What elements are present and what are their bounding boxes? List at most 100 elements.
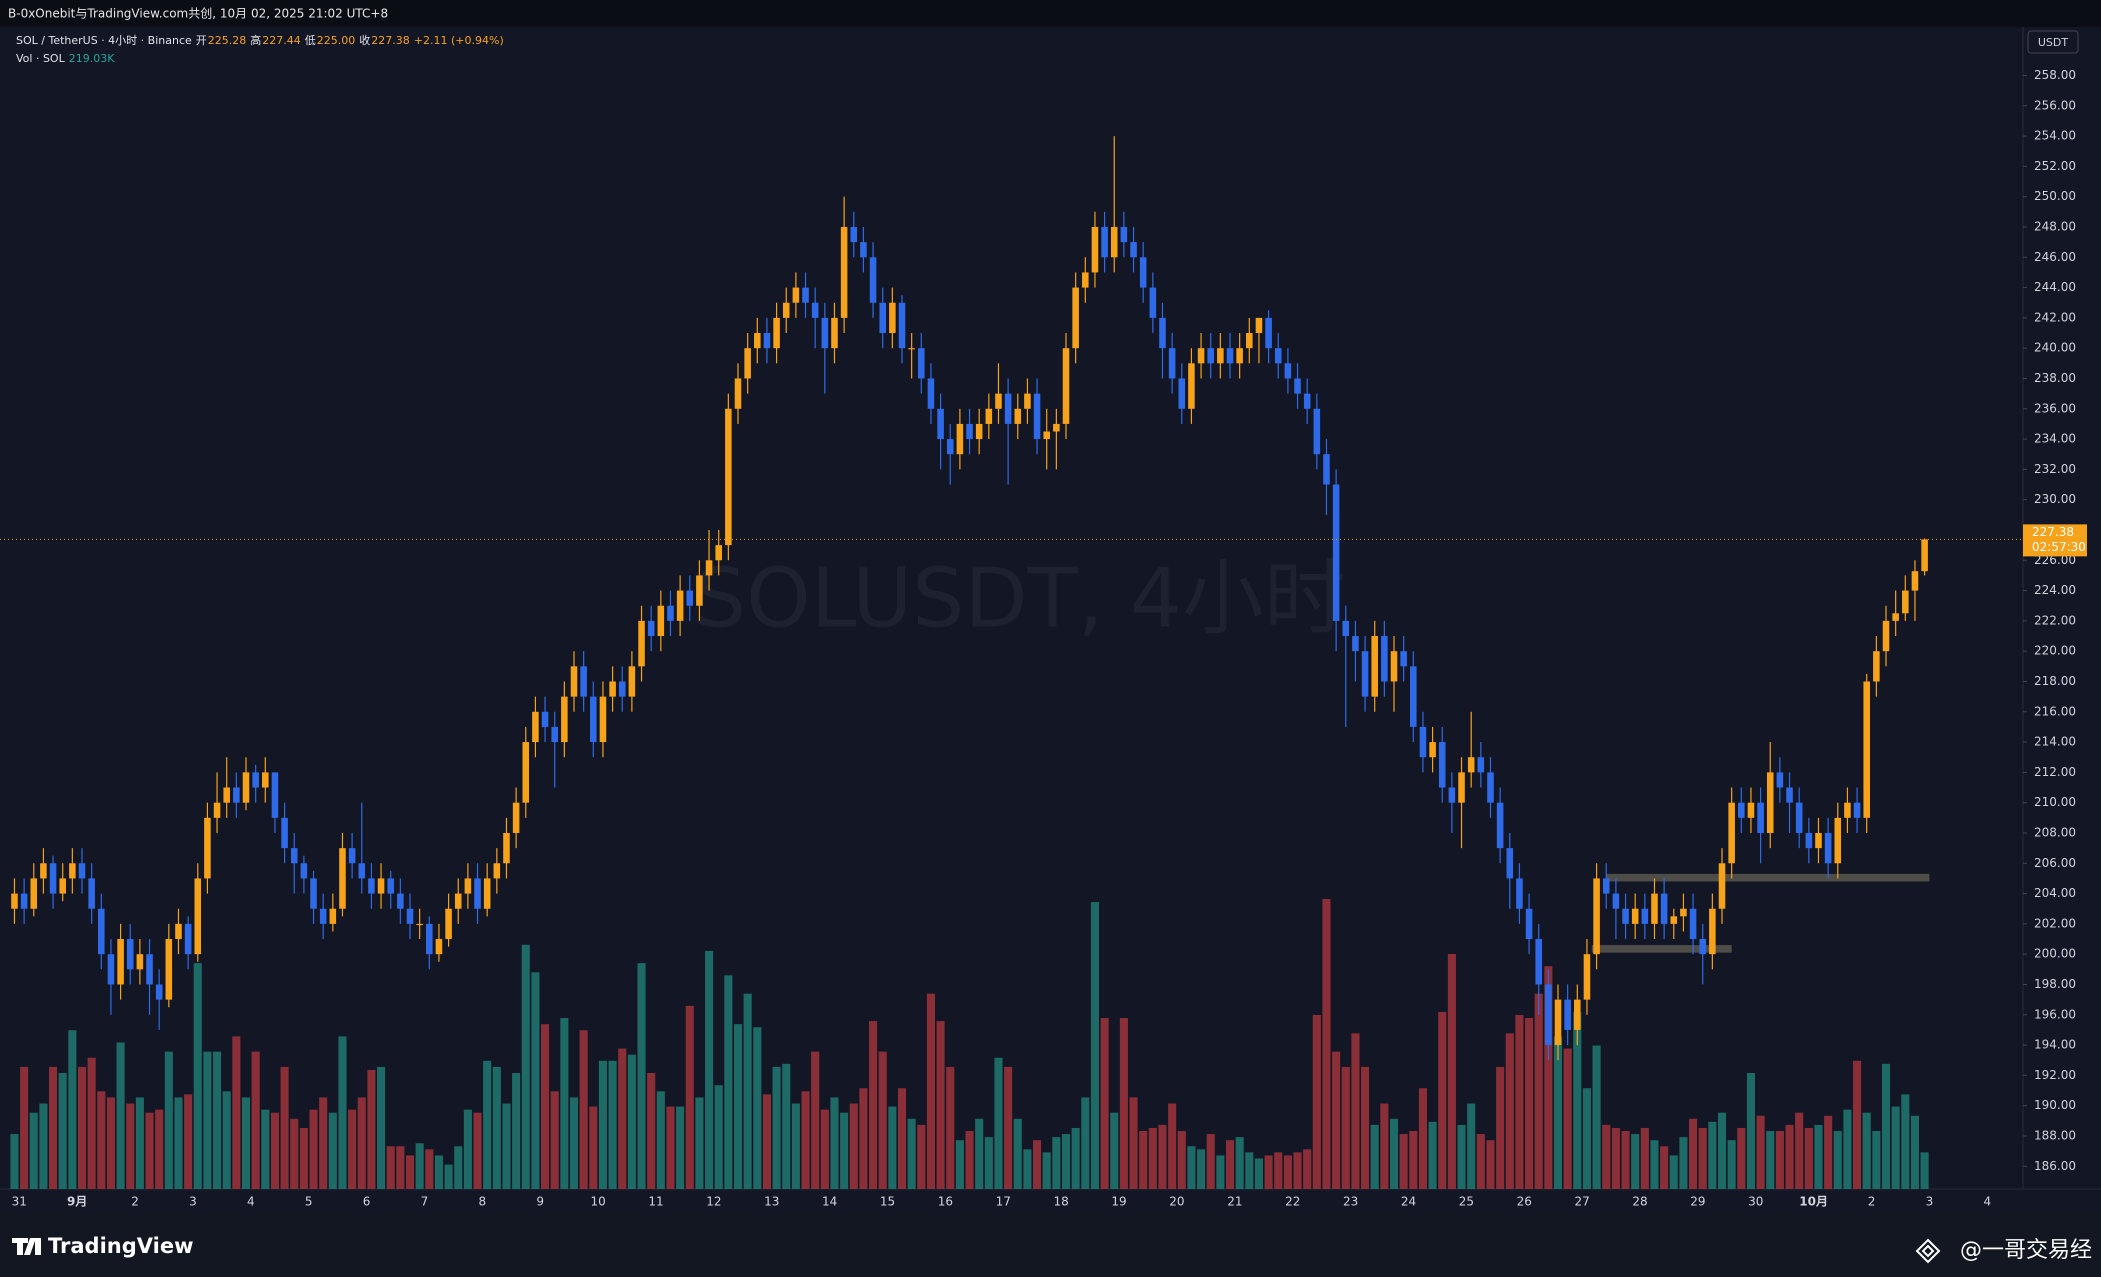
candle-body <box>1178 378 1186 409</box>
candle-body <box>975 423 983 440</box>
volume-bar <box>1351 1033 1360 1189</box>
candle-body <box>271 772 279 818</box>
volume-bar <box>695 1097 704 1189</box>
volume-bar <box>1457 1124 1466 1189</box>
x-tick-label: 4 <box>247 1195 255 1209</box>
candle-body <box>667 605 674 621</box>
candle-body <box>1824 832 1832 864</box>
candle-body <box>1139 257 1147 288</box>
volume-bar <box>685 1005 694 1189</box>
candle-body <box>744 348 751 379</box>
candle-body <box>1294 378 1301 394</box>
candle-body <box>300 863 308 879</box>
candle-body <box>532 711 539 743</box>
author: @一哥交易经 <box>1960 1238 2092 1263</box>
candle-body <box>377 878 385 894</box>
volume-bar <box>1833 1131 1842 1189</box>
volume-bar <box>328 1112 337 1189</box>
volume-bar <box>1264 1155 1273 1189</box>
candle-body <box>995 393 1002 409</box>
volume-bar <box>647 1073 656 1189</box>
candle-body <box>146 954 153 985</box>
candle-body <box>1873 651 1880 682</box>
candle-body <box>618 681 626 697</box>
candle-body <box>628 666 636 697</box>
candle-body <box>223 787 230 803</box>
candle-body <box>956 423 964 455</box>
volume-bar <box>1727 1140 1736 1189</box>
y-tick-label: 230.00 <box>2034 492 2076 506</box>
candle-body <box>1236 348 1243 364</box>
footer-bar <box>0 1214 2101 1277</box>
candle-body <box>1660 893 1668 924</box>
volume-bar <box>1168 1103 1177 1189</box>
candle-body <box>1670 916 1678 924</box>
candle-body <box>1400 651 1407 667</box>
candle-body <box>483 878 491 909</box>
candle-body <box>1612 893 1620 909</box>
author-icon <box>1915 1238 1941 1264</box>
candle-body <box>869 257 877 303</box>
candle-body <box>426 923 433 955</box>
volume-bar <box>1814 1124 1823 1189</box>
volume-bar <box>473 1112 482 1189</box>
x-tick-label: 2 <box>131 1195 139 1209</box>
volume-bar <box>637 963 646 1189</box>
volume-bar <box>425 1149 434 1189</box>
candle-body <box>310 878 317 909</box>
candle-body <box>561 696 568 743</box>
volume-bar <box>975 1118 984 1189</box>
x-tick-label: 20 <box>1169 1195 1184 1209</box>
candle-body <box>1265 317 1272 349</box>
volume-bar <box>907 1118 916 1189</box>
x-tick-label: 11 <box>648 1195 663 1209</box>
volume-bar <box>1621 1131 1630 1189</box>
candle-body <box>1062 348 1070 424</box>
candle-body <box>879 302 886 334</box>
volume-bar <box>1553 1036 1563 1189</box>
legend-ohlc-value: 225.00 <box>317 34 356 47</box>
volume-bar <box>1534 993 1543 1189</box>
volume-bar <box>367 1069 376 1189</box>
candle-body <box>1747 802 1755 818</box>
y-tick-label: 258.00 <box>2034 68 2076 82</box>
last-price-box <box>2023 524 2087 557</box>
candle-body <box>1583 954 1591 1000</box>
volume-bar <box>386 1146 395 1189</box>
candle-body <box>1053 423 1060 432</box>
candle-body <box>1342 620 1350 637</box>
candle-body <box>1728 802 1735 864</box>
volume-bar <box>1746 1073 1756 1189</box>
candle-body <box>1593 878 1600 955</box>
legend-symbol: SOL / TetherUS · 4小时 · Binance <box>16 34 192 47</box>
volume-bar <box>405 1155 415 1189</box>
candle-body <box>821 317 829 349</box>
volume-bar <box>541 1024 550 1189</box>
volume-bar <box>280 1066 289 1189</box>
volume-bar <box>589 1106 598 1189</box>
volume-bar <box>666 1106 675 1189</box>
volume-bar <box>1197 1149 1206 1189</box>
candle-body <box>242 772 250 803</box>
volume-bar <box>955 1140 964 1189</box>
volume-bar <box>1148 1127 1157 1189</box>
volume-bar <box>1399 1134 1408 1189</box>
candle-body <box>522 742 530 803</box>
candle-body <box>1853 802 1861 818</box>
candle-body <box>1863 681 1870 818</box>
volume-bar <box>20 1066 29 1189</box>
candle-body <box>1207 348 1214 364</box>
volume-bar <box>888 1106 897 1189</box>
volume-bar <box>1042 1152 1051 1189</box>
volume-bar <box>1206 1134 1215 1189</box>
candle-body <box>1371 636 1378 697</box>
legend-volume-label: Vol · SOL <box>16 52 66 65</box>
volume-bar <box>39 1103 48 1189</box>
volume-bar <box>512 1073 521 1189</box>
candle-body <box>1438 742 1446 788</box>
candle-body <box>1892 613 1899 621</box>
candle-body <box>831 317 838 349</box>
volume-bar <box>1766 1131 1775 1189</box>
volume-bar <box>1611 1127 1620 1189</box>
candle-body <box>638 620 645 667</box>
